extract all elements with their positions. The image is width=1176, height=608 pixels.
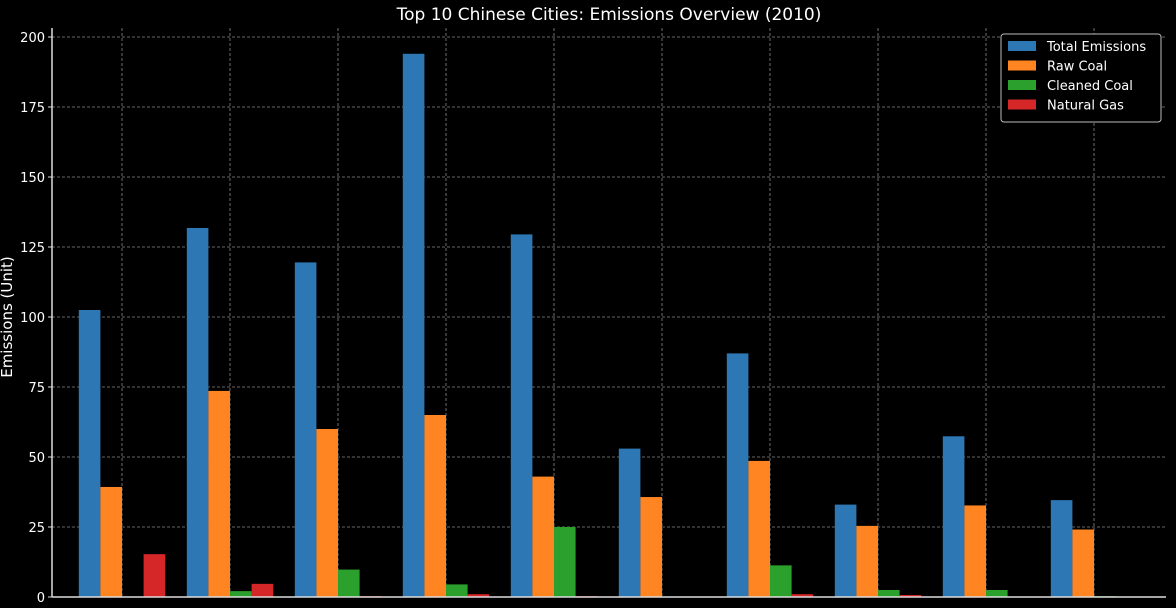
bar-total-emissions [834,504,857,597]
y-tick-label: 200 [20,31,45,46]
legend-swatch [1008,80,1036,90]
bar-cleaned-coal [770,565,792,597]
legend-label: Cleaned Coal [1047,79,1133,94]
bar-raw-coal [640,497,662,597]
y-tick-label: 50 [28,451,45,466]
bar-raw-coal [316,429,338,597]
bar-natural-gas [467,594,490,597]
bar-natural-gas [251,583,274,597]
bar-total-emissions [618,448,641,597]
grid [52,28,1166,597]
bar-raw-coal [1072,529,1094,597]
bar-raw-coal [532,476,554,597]
y-axis-label: Emissions (Unit) [0,256,16,378]
legend-label: Natural Gas [1047,99,1124,114]
y-ticks: 0 25 50 75 100 125 150 175 200 [20,31,52,606]
y-tick-label: 0 [37,591,45,604]
bar-total-emissions [294,262,317,597]
bar-raw-coal [964,505,986,597]
bar-natural-gas [899,595,922,597]
legend: Total Emissions Raw Coal Cleaned Coal Natur… [1000,33,1162,123]
bar-cleaned-coal [338,569,360,597]
bar-total-emissions [726,353,749,597]
chart-title: Top 10 Chinese Cities: Emissions Overvie… [396,5,822,25]
bars [78,53,1116,598]
bar-raw-coal [208,390,230,597]
bar-cleaned-coal [986,590,1008,597]
bar-raw-coal [748,460,770,597]
legend-label: Raw Coal [1047,60,1107,75]
bar-total-emissions [78,310,101,597]
bar-total-emissions [186,227,209,597]
y-tick-label: 125 [20,241,45,256]
bar-cleaned-coal [878,590,900,597]
legend-swatch [1008,60,1036,71]
legend-box [1000,33,1162,123]
bar-raw-coal [856,525,878,597]
y-tick-label: 75 [28,381,45,396]
bar-total-emissions [510,234,533,597]
y-tick-label: 150 [20,171,45,186]
bar-natural-gas [143,554,166,597]
bar-total-emissions [1050,500,1073,597]
legend-swatch [1008,41,1036,51]
bar-total-emissions [402,53,425,598]
bar-total-emissions [942,436,965,597]
legend-swatch [1008,99,1036,110]
bar-natural-gas [791,594,814,597]
bar-cleaned-coal [446,584,468,597]
bar-cleaned-coal [230,591,252,597]
y-tick-label: 175 [20,101,45,116]
legend-label: Total Emissions [1046,40,1146,55]
y-tick-label: 25 [28,521,45,536]
y-tick-label: 100 [20,311,45,326]
bar-cleaned-coal [554,527,576,597]
bar-raw-coal [424,415,446,597]
bar-raw-coal [100,486,122,597]
